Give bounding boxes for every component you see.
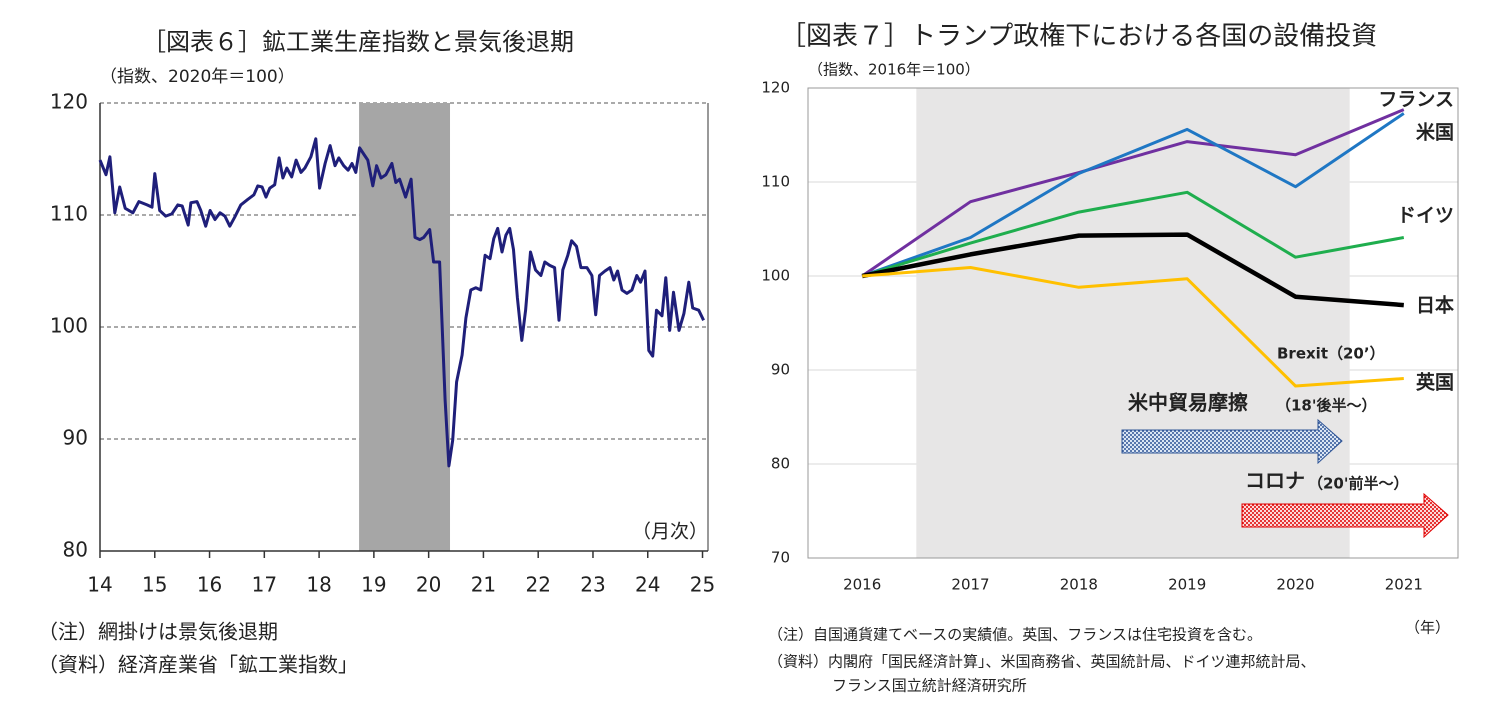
x-tick-label: 16 <box>197 573 222 597</box>
x-tick-label: 25 <box>690 573 715 597</box>
arrow <box>1121 418 1343 465</box>
series-line <box>862 266 1404 388</box>
y-tick-label: 110 <box>761 173 790 191</box>
x-tick-label: 2016 <box>843 576 881 594</box>
x-tick-label: 18 <box>306 573 331 597</box>
x-tick-label: 2017 <box>951 576 989 594</box>
x-tick-label: 2020 <box>1276 576 1314 594</box>
footnote: フランス国立統計経済研究所 <box>832 677 1027 695</box>
x-tick-label: 19 <box>361 573 386 597</box>
footnote: （注）自国通貨建てベースの実績値。英国、フランスは住宅投資を含む。 <box>768 626 1262 644</box>
x-tick-label: 14 <box>87 573 112 597</box>
x-tick-label: 17 <box>252 573 277 597</box>
x-tick-label: 2018 <box>1060 576 1098 594</box>
y-tick-label: 100 <box>761 267 790 285</box>
series-line <box>861 232 1404 308</box>
x-tick-label: 22 <box>525 573 550 597</box>
annotation: （20'前半～） <box>1308 475 1408 493</box>
series-label: ドイツ <box>1397 205 1454 227</box>
y-tick-label: 110 <box>50 202 88 226</box>
x-axis-label: （月次） <box>632 521 708 543</box>
series-line <box>861 108 1405 278</box>
x-tick-label: 20 <box>416 573 441 597</box>
footnote: （注）網掛けは景気後退期 <box>38 620 278 644</box>
y-tick-label: 120 <box>50 90 88 114</box>
shaded-period <box>359 103 451 551</box>
y-tick-label: 80 <box>771 455 790 473</box>
x-tick-label: 23 <box>580 573 605 597</box>
series-line <box>98 137 705 468</box>
series-label: 英国 <box>1416 371 1454 394</box>
y-tick-label: 70 <box>771 549 790 567</box>
y-tick-label: 100 <box>50 314 88 338</box>
series-line <box>861 190 1405 278</box>
chart-title: ［図表６］鉱工業生産指数と景気後退期 <box>142 28 574 56</box>
y-tick-label: 90 <box>63 426 88 450</box>
x-tick-label: 2019 <box>1168 576 1206 594</box>
chart-left: ［図表６］鉱工業生産指数と景気後退期 （指数、2020年＝100） （注）網掛けは景… <box>38 28 715 677</box>
annotation: コロナ <box>1245 469 1305 493</box>
y-tick-label: 80 <box>63 538 88 562</box>
y-tick-label: 90 <box>771 361 790 379</box>
chart-subtitle: （指数、2016年＝100） <box>808 61 980 79</box>
shaded-period <box>916 88 1350 558</box>
annotation: Brexit（20’） <box>1277 345 1385 363</box>
arrow <box>1241 492 1449 539</box>
y-tick-label: 120 <box>761 79 790 97</box>
footnote: （資料）経済産業省「鉱工業指数」 <box>38 653 358 677</box>
x-tick-label: 24 <box>635 573 660 597</box>
x-tick-label: 2021 <box>1385 576 1423 594</box>
x-tick-label: 21 <box>471 573 496 597</box>
series-label: 日本 <box>1416 294 1454 317</box>
x-tick-label: 15 <box>142 573 167 597</box>
series-line <box>861 112 1405 278</box>
annotation: （18'後半～） <box>1276 397 1376 415</box>
chart-title: ［図表７］トランプ政権下における各国の設備投資 <box>780 22 1377 52</box>
x-axis-label: （年） <box>1405 619 1450 637</box>
chart-subtitle: （指数、2020年＝100） <box>100 67 295 87</box>
footnote: （資料）内閣府「国民経済計算」、米国商務省、英国統計局、ドイツ連邦統計局、 <box>768 653 1316 671</box>
series-label: フランス <box>1378 89 1454 111</box>
series-label: 米国 <box>1416 121 1454 144</box>
chart-right: ［図表７］トランプ政権下における各国の設備投資 （指数、2016年＝100） （注）… <box>761 22 1459 695</box>
annotation: 米中貿易摩擦 <box>1128 391 1248 415</box>
plot-border <box>807 87 1459 559</box>
